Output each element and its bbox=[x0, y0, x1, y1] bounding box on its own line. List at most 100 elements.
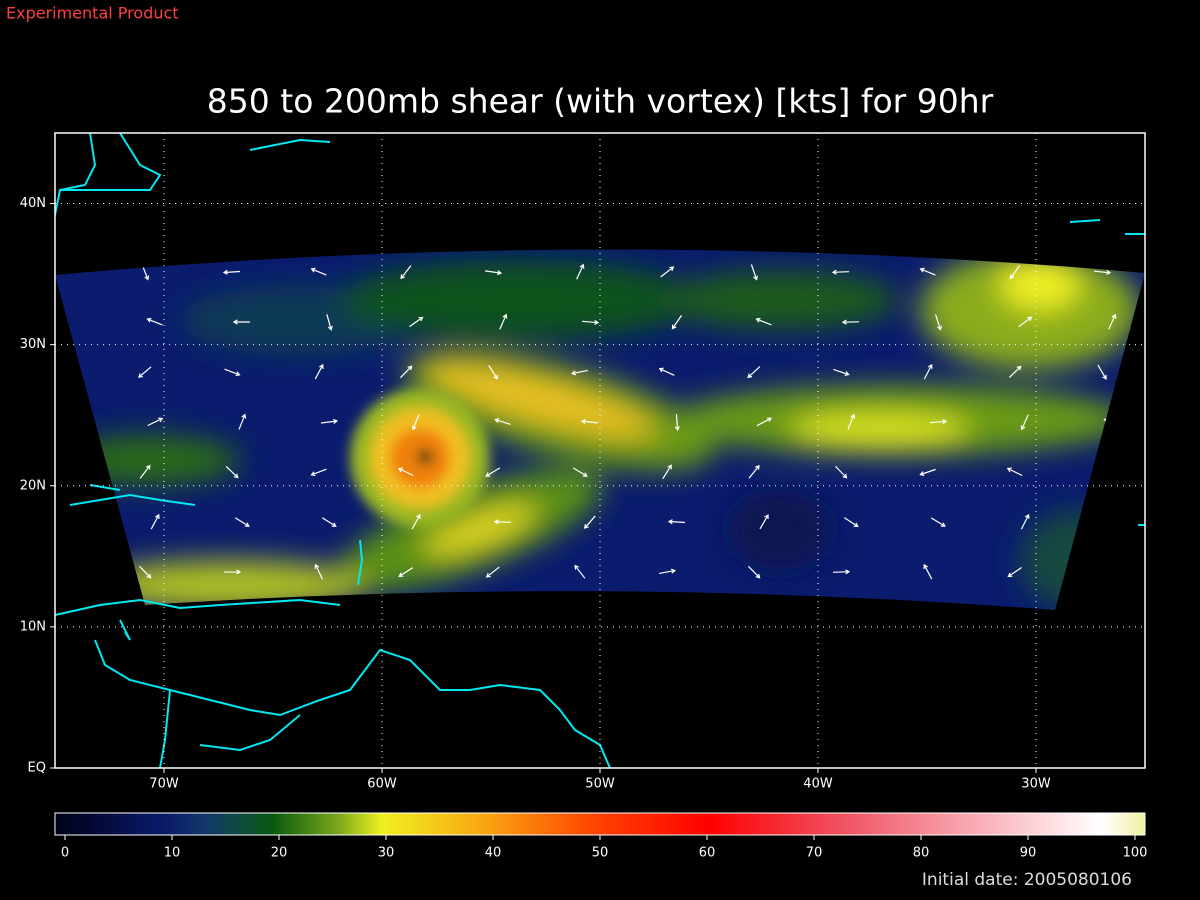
wind-arrow bbox=[847, 413, 856, 430]
wind-arrow bbox=[138, 366, 152, 378]
wind-arrow bbox=[1007, 567, 1022, 578]
lon-label: 30W bbox=[1021, 777, 1051, 792]
wind-arrow bbox=[408, 621, 424, 625]
colorbar-tick-label: 90 bbox=[1020, 846, 1037, 861]
wind-arrow bbox=[674, 413, 680, 432]
wind-arrow bbox=[755, 317, 772, 326]
wind-arrow bbox=[314, 363, 324, 380]
wind-arrow bbox=[1020, 414, 1029, 431]
header-label: Experimental Product bbox=[6, 4, 179, 23]
wind-arrow bbox=[934, 314, 942, 331]
wind-arrow bbox=[400, 265, 412, 280]
lat-label: 30N bbox=[20, 337, 46, 352]
lat-label: EQ bbox=[28, 761, 46, 776]
wind-arrow bbox=[1097, 364, 1107, 380]
wind-arrow bbox=[494, 418, 511, 426]
wind-arrow bbox=[485, 467, 501, 477]
wind-arrow bbox=[1008, 365, 1022, 379]
wind-arrow bbox=[232, 319, 251, 325]
wind-arrow bbox=[759, 616, 769, 628]
wind-arrow bbox=[1093, 269, 1112, 276]
lon-label: 50W bbox=[585, 777, 615, 792]
lat-label: 10N bbox=[20, 619, 46, 634]
wind-arrow bbox=[234, 619, 250, 624]
wind-arrow bbox=[139, 464, 151, 479]
colorbar-tick-label: 50 bbox=[592, 846, 609, 861]
wind-arrow bbox=[138, 565, 152, 579]
wind-arrow bbox=[571, 369, 588, 376]
wind-arrow bbox=[1094, 566, 1109, 578]
wind-arrow bbox=[1017, 620, 1033, 624]
wind-arrow bbox=[584, 515, 596, 529]
wind-arrow bbox=[833, 368, 850, 376]
wind-arrow bbox=[411, 414, 420, 431]
wind-arrow bbox=[1009, 265, 1021, 280]
wind-arrow bbox=[658, 367, 675, 376]
wind-arrow bbox=[499, 313, 508, 330]
wind-arrow bbox=[831, 269, 850, 275]
wind-arrow bbox=[759, 514, 769, 530]
map-title: 850 to 200mb shear (with vortex) [kts] f… bbox=[207, 82, 994, 121]
wind-arrow bbox=[747, 565, 761, 579]
wind-arrow bbox=[662, 464, 672, 480]
wind-arrow bbox=[923, 563, 933, 580]
wind-arrow bbox=[223, 569, 242, 575]
wind-arrow bbox=[1006, 467, 1023, 477]
colorbar-tick-label: 30 bbox=[378, 846, 395, 861]
colorbar-ticks: 0 10 20 30 40 50 60 70 80 90 100 bbox=[61, 835, 1148, 861]
colorbar-tick-label: 10 bbox=[164, 846, 181, 861]
wind-arrow bbox=[320, 418, 339, 424]
wind-arrow bbox=[238, 413, 247, 430]
wind-arrow bbox=[747, 366, 761, 379]
wind-arrow bbox=[933, 616, 944, 628]
wind-arrow bbox=[843, 619, 859, 624]
colorbar-tick-label: 70 bbox=[806, 846, 823, 861]
wind-arrow bbox=[321, 517, 337, 527]
wind-arrow bbox=[671, 617, 684, 627]
lat-label: 40N bbox=[20, 196, 46, 211]
colorbar bbox=[54, 812, 1146, 836]
wind-arrow bbox=[929, 419, 948, 425]
wind-arrow bbox=[919, 468, 936, 477]
map-grid: EQ 10N 20N 30N 40N 70W 60W 50W 40W 30W bbox=[20, 133, 1145, 792]
lon-label: 40W bbox=[803, 777, 833, 792]
wind-arrow bbox=[583, 618, 597, 625]
colorbar-tick-label: 40 bbox=[485, 846, 502, 861]
wind-arrow bbox=[580, 418, 599, 425]
wind-arrow bbox=[397, 467, 414, 477]
wind-arrow bbox=[1018, 316, 1033, 328]
wind-arrow bbox=[147, 417, 164, 427]
wind-arrow bbox=[923, 363, 933, 380]
wind-arrow bbox=[398, 567, 414, 577]
wind-arrow bbox=[574, 564, 586, 579]
wind-arrow bbox=[843, 517, 859, 527]
wind-arrow bbox=[150, 513, 160, 530]
wind-arrow bbox=[225, 466, 239, 479]
wind-arrow bbox=[572, 467, 588, 477]
coastlines bbox=[55, 133, 1145, 768]
wind-arrow bbox=[659, 568, 677, 575]
wind-arrow bbox=[399, 365, 413, 379]
wind-arrow bbox=[222, 269, 241, 275]
colorbar-tick-label: 100 bbox=[1123, 846, 1148, 861]
wind-arrow bbox=[756, 417, 773, 427]
wind-arrow bbox=[930, 517, 946, 527]
lon-label: 70W bbox=[149, 777, 179, 792]
wind-arrow bbox=[146, 317, 163, 326]
wind-arrow bbox=[667, 519, 686, 525]
lon-label: 60W bbox=[367, 777, 397, 792]
wind-arrow bbox=[748, 464, 760, 479]
wind-arrow bbox=[326, 314, 333, 331]
wind-arrow bbox=[150, 616, 161, 628]
wind-arrow bbox=[310, 267, 327, 276]
wind-arrow bbox=[485, 566, 500, 578]
wind-arrow bbox=[411, 513, 421, 530]
wind-arrow bbox=[234, 517, 250, 527]
wind-arrow bbox=[310, 468, 327, 477]
wind-arrow bbox=[324, 616, 335, 628]
wind-arrow bbox=[224, 368, 241, 377]
wind-arrow bbox=[581, 319, 600, 325]
wind-arrow bbox=[919, 267, 936, 276]
wind-arrow bbox=[488, 364, 498, 380]
